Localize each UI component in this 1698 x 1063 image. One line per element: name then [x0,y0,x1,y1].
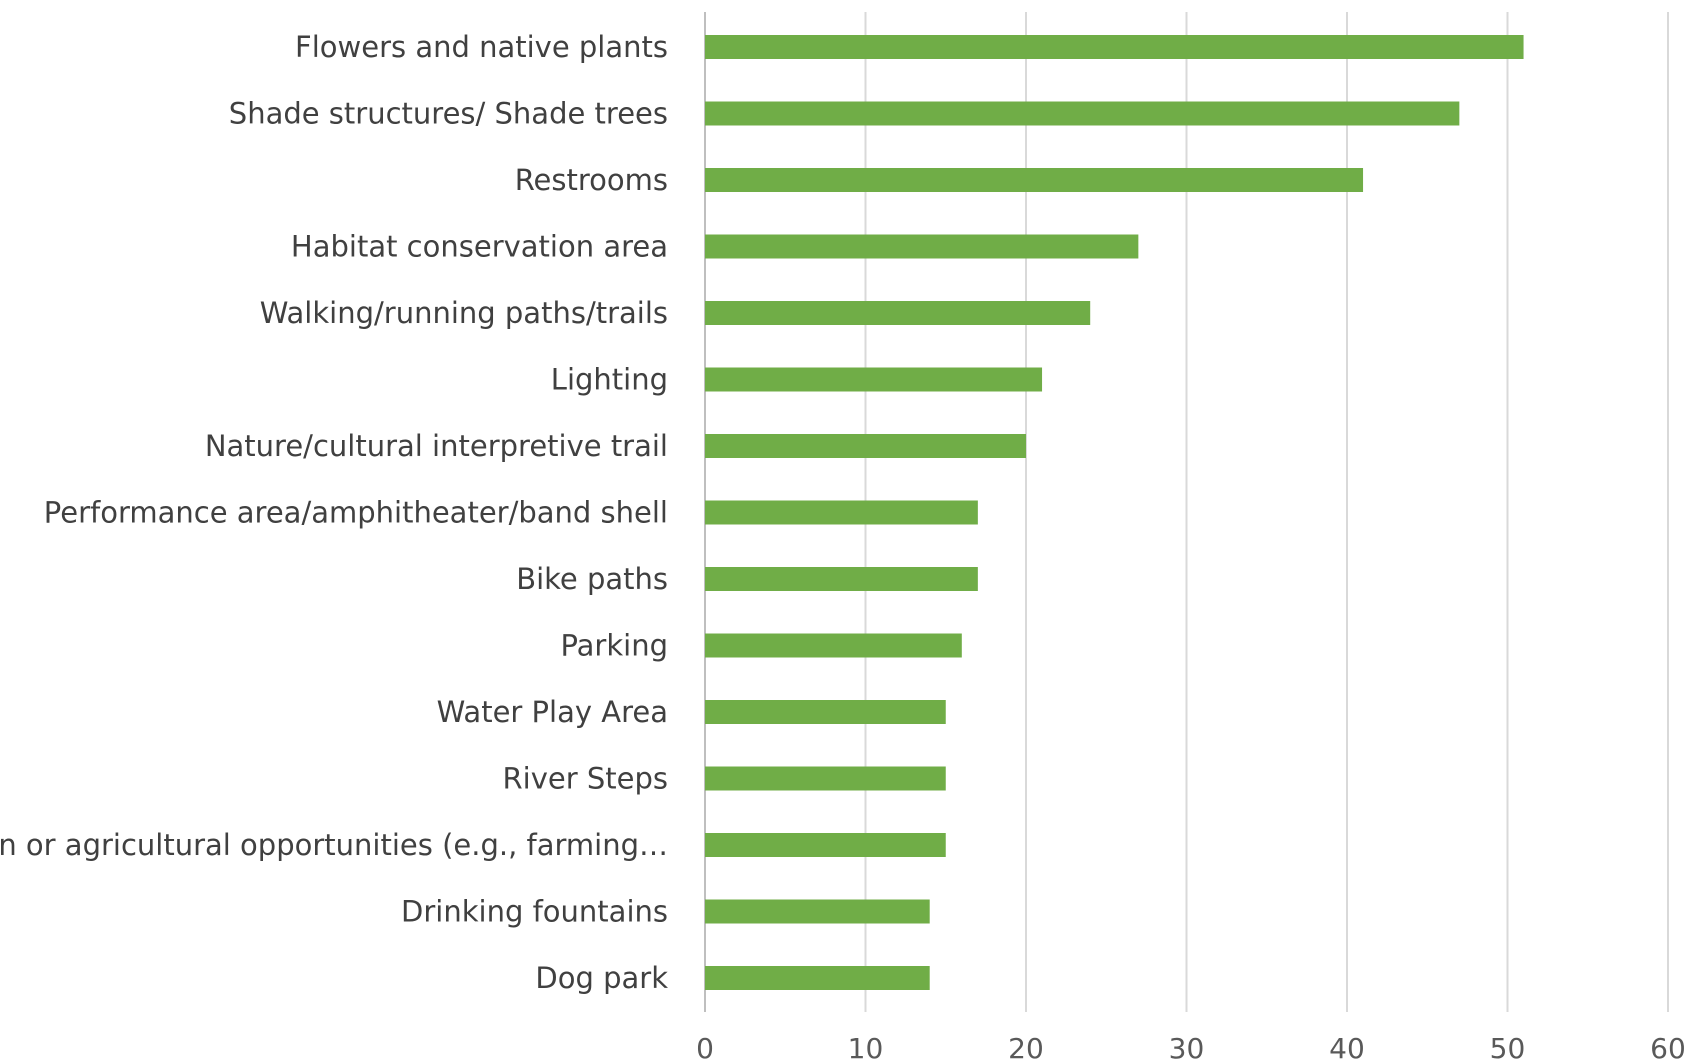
bar [705,500,978,525]
category-label: Performance area/amphitheater/band shell [44,496,668,530]
category-label: Drinking fountains [401,895,668,929]
bar [705,766,946,791]
x-tick-label: 30 [1169,1032,1205,1063]
x-tick-label: 40 [1329,1032,1365,1063]
value-axis: 0 10 20 30 40 50 60 [696,1032,1686,1063]
x-tick-label: 50 [1490,1032,1526,1063]
bar [705,899,930,924]
category-label: Nature/cultural interpretive trail [205,429,668,463]
bar [705,434,1026,458]
bar [705,35,1524,59]
bar [705,168,1364,192]
bar [705,301,1091,325]
bar [705,367,1043,392]
category-label: Lighting [551,363,668,397]
x-tick-label: 60 [1650,1032,1686,1063]
category-label: Walking/running paths/trails [260,296,668,330]
bar [705,234,1139,259]
bar [705,567,978,591]
bar [705,633,962,658]
bar [705,700,946,724]
category-label: Garden or agricultural opportunities (e.… [0,828,668,862]
bar [705,833,946,857]
category-label: Dog park [535,961,668,995]
category-label: Flowers and native plants [295,30,668,64]
category-label: Water Play Area [437,695,668,729]
x-tick-label: 10 [848,1032,884,1063]
bar [705,101,1460,126]
category-label: Restrooms [515,163,668,197]
bar [705,966,930,990]
category-label: Parking [560,629,668,663]
x-tick-label: 20 [1008,1032,1044,1063]
category-axis: Flowers and native plants Shade structure… [0,30,668,995]
x-tick-label: 0 [696,1032,714,1063]
category-label: Habitat conservation area [291,230,668,264]
category-label: River Steps [503,762,669,796]
category-label: Shade structures/ Shade trees [229,97,668,131]
category-label: Bike paths [516,562,668,596]
bars [705,35,1524,990]
